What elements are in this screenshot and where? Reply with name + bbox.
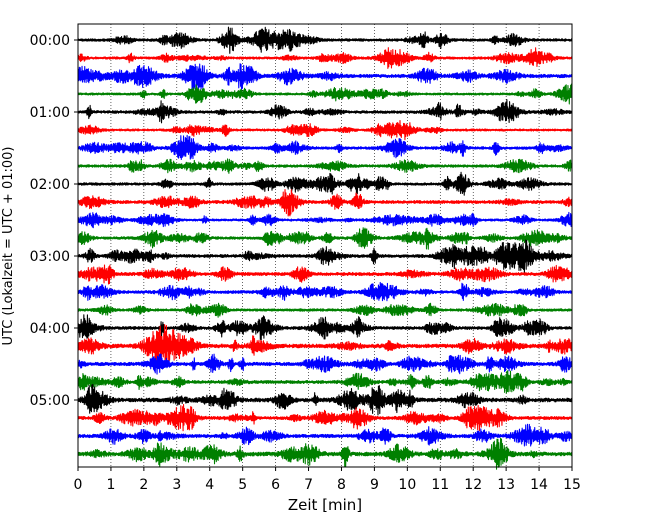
x-tick-label: 13 [497, 477, 515, 493]
trace-line [77, 47, 573, 69]
x-tick-label: 12 [464, 477, 482, 493]
x-tick-label: 14 [530, 477, 548, 493]
plot-frame [77, 23, 573, 468]
trace-line [77, 26, 573, 54]
x-tick-label: 1 [106, 477, 115, 493]
x-tick-label: 15 [563, 477, 581, 493]
trace-line [77, 239, 573, 274]
trace-line [77, 324, 573, 367]
trace-line [77, 63, 573, 91]
trace-line [77, 134, 573, 160]
x-tick-label: 2 [139, 477, 148, 493]
trace-line [77, 211, 573, 229]
y-tick-label: 05:00 [30, 393, 70, 409]
trace-line [77, 302, 573, 318]
x-tick-label: 7 [304, 477, 313, 493]
x-tick-label: 3 [172, 477, 181, 493]
y-tick-label: 03:00 [30, 249, 70, 265]
x-tick-label: 5 [238, 477, 247, 493]
trace-group [77, 26, 573, 470]
trace-line [77, 189, 573, 217]
x-axis-ticks: 0 1 2 3 4 5 6 7 8 9 10 11 12 13 14 15 [74, 467, 581, 493]
y-tick-label: 00:00 [30, 33, 70, 49]
trace-line [77, 353, 573, 375]
y-axis-ticks: 00:00 01:00 02:00 03:00 04:00 05:00 [30, 33, 78, 409]
trace-line [77, 370, 573, 394]
x-tick-label: 9 [370, 477, 379, 493]
trace-line [77, 83, 573, 105]
trace-line [77, 158, 573, 174]
x-tick-label: 11 [431, 477, 449, 493]
y-tick-label: 04:00 [30, 321, 70, 337]
trace-line [77, 383, 573, 416]
y-axis-label: UTC (Lokalzeit = UTC + 01:00) [1, 147, 16, 346]
trace-line [77, 99, 573, 124]
x-axis-label: Zeit [min] [288, 496, 362, 514]
x-tick-label: 4 [205, 477, 214, 493]
trace-line [77, 423, 573, 447]
x-tick-label: 0 [74, 477, 83, 493]
y-tick-label: 01:00 [30, 105, 70, 121]
trace-line [77, 404, 573, 432]
trace-line [77, 227, 573, 250]
x-tick-label: 6 [271, 477, 280, 493]
trace-line [77, 119, 573, 141]
trace-line [77, 264, 573, 285]
trace-line [77, 281, 573, 302]
x-tick-label: 10 [398, 477, 416, 493]
trace-line [77, 171, 573, 196]
x-tick-label: 8 [337, 477, 346, 493]
y-tick-label: 02:00 [30, 177, 70, 193]
trace-line [77, 437, 573, 470]
